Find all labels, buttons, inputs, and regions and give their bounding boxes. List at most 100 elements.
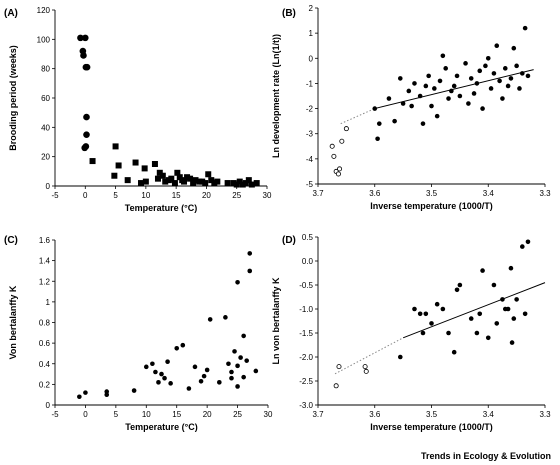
data-point — [440, 306, 446, 312]
data-point-square — [115, 162, 122, 169]
y-tick-label: -0.5 — [299, 281, 313, 290]
x-tick-label: -5 — [51, 191, 59, 200]
x-tick-label: 10 — [141, 191, 150, 200]
data-point — [192, 364, 198, 370]
panel-label: (D) — [282, 235, 296, 246]
data-point — [488, 86, 494, 91]
x-axis-label: Temperature (°C) — [125, 203, 197, 213]
data-point — [522, 25, 528, 31]
data-point — [511, 316, 517, 321]
panel-b: (B) 3.7 3.6 3.5 3.4 3.3 -5 -4 -3 -2 -1 0 1 2 Inverse t… — [271, 4, 551, 211]
data-point-square — [211, 180, 218, 187]
y-tick-label: 100 — [37, 35, 51, 44]
y-tick-label: 120 — [37, 6, 51, 15]
data-point — [429, 103, 434, 109]
data-point — [420, 121, 426, 126]
data-point — [397, 354, 403, 360]
data-point-open — [339, 138, 345, 144]
y-tick-label: -3 — [306, 130, 314, 139]
data-point — [485, 335, 491, 341]
y-tick-label: 0.8 — [39, 319, 51, 328]
data-point — [83, 63, 91, 71]
data-point-open — [329, 143, 335, 149]
y-tick-label: 1.6 — [39, 236, 51, 245]
data-point — [77, 394, 82, 400]
x-tick-label: 5 — [114, 410, 119, 419]
data-point — [229, 375, 234, 381]
y-tick-label: -1.0 — [299, 305, 313, 314]
fit-line — [402, 282, 546, 339]
x-tick-label: 3.6 — [369, 189, 381, 198]
data-point — [446, 330, 451, 336]
data-point — [429, 321, 434, 326]
x-tick-label: 30 — [264, 410, 273, 419]
x-tick-label: 3.7 — [312, 189, 324, 198]
data-point — [451, 349, 457, 355]
y-tick-label: 40 — [41, 123, 50, 132]
data-point — [497, 78, 502, 84]
data-point — [83, 390, 88, 395]
data-point-square — [162, 178, 169, 185]
x-tick-label: 0 — [83, 191, 88, 200]
data-point — [457, 93, 463, 99]
data-point — [162, 375, 167, 381]
y-tick-label: 0 — [46, 401, 51, 410]
data-point-open — [343, 126, 349, 132]
data-point — [494, 43, 500, 49]
y-tick-label: -4 — [306, 155, 314, 164]
data-point-square — [159, 172, 166, 179]
data-point — [168, 381, 173, 386]
data-point-square — [199, 178, 206, 185]
data-point-square — [168, 175, 175, 182]
data-point — [376, 121, 382, 126]
data-point — [500, 96, 505, 101]
data-point — [468, 76, 474, 81]
data-point — [446, 96, 451, 101]
fit-line-extrapolated — [334, 337, 404, 375]
y-axis-label: Ln von bertalanffy K — [271, 277, 281, 365]
x-axis-label: Inverse temperature (1000/T) — [370, 201, 493, 211]
panel-c: (C)-5 0 5 10 15 20 25 3000.20.40.60.811.21.41.6… — [4, 235, 273, 432]
data-point — [80, 52, 87, 59]
data-point — [502, 66, 508, 71]
fit-line-extrapolated — [340, 108, 375, 125]
data-point-square — [154, 175, 161, 182]
data-point — [500, 297, 505, 302]
data-point — [386, 96, 392, 101]
data-point — [81, 34, 89, 42]
data-point-square — [236, 178, 243, 185]
data-point — [480, 268, 485, 273]
x-tick-label: 5 — [113, 191, 118, 200]
y-tick-label: 80 — [41, 65, 50, 74]
data-point — [150, 361, 155, 367]
data-point — [400, 101, 406, 106]
x-tick-label: 3.4 — [483, 410, 495, 419]
data-point — [477, 68, 483, 74]
data-point-square — [174, 169, 181, 176]
x-tick-label: 3.4 — [483, 189, 495, 198]
data-point — [525, 73, 531, 79]
data-point-open — [337, 166, 343, 172]
data-point — [156, 380, 161, 385]
data-point-square — [138, 180, 145, 187]
data-point — [186, 386, 192, 391]
journal-credit: Trends in Ecology & Evolution — [420, 451, 551, 461]
data-point-square — [181, 178, 188, 185]
data-point-square — [214, 178, 221, 185]
data-point-square — [242, 180, 249, 187]
x-axis-label: Temperature (°C) — [125, 422, 197, 432]
data-point — [480, 106, 485, 111]
data-point — [131, 388, 137, 393]
data-point — [508, 265, 514, 271]
data-point — [505, 306, 511, 312]
data-point — [477, 311, 483, 317]
y-tick-label: -2.0 — [299, 353, 313, 362]
data-point — [143, 364, 149, 370]
y-tick-label: 0.5 — [302, 233, 314, 242]
data-point — [432, 86, 437, 91]
y-tick-label: -1 — [306, 79, 314, 88]
x-tick-label: 25 — [233, 410, 242, 419]
x-tick-label: 25 — [232, 191, 241, 200]
data-point — [491, 282, 497, 288]
